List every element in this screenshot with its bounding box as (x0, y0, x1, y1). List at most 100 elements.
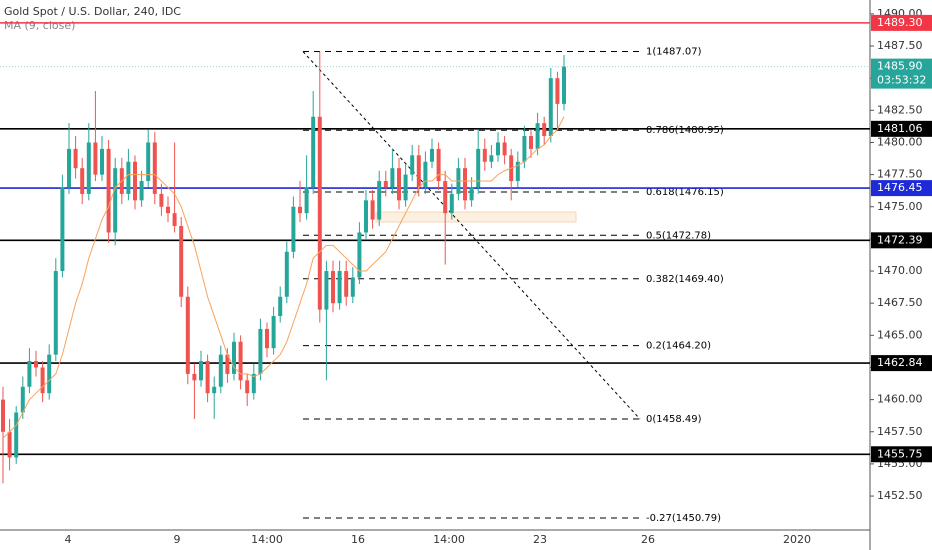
candle-body (14, 412, 19, 458)
candle-body (443, 181, 448, 214)
candle-body (291, 206, 296, 252)
y-tick-label: 1467.50 (877, 296, 923, 309)
price-level-tag (871, 120, 932, 137)
candle-body (179, 226, 184, 297)
x-tick-label: 14:00 (251, 533, 283, 546)
candle-body (383, 181, 388, 188)
candle-body (106, 148, 111, 233)
price-level-label: 1476.45 (877, 181, 923, 194)
y-tick-label: 1480.00 (877, 135, 923, 148)
y-tick-label: 1460.00 (877, 393, 923, 406)
candle-body (218, 354, 223, 387)
candle-body (225, 354, 230, 374)
candle-body (476, 148, 481, 188)
candle-body (430, 148, 434, 162)
price-level-tag (871, 355, 932, 372)
y-tick-label: 1487.50 (877, 39, 923, 52)
chart-title: Gold Spot / U.S. Dollar, 240, IDC (4, 5, 181, 18)
price-level-label: 1489.30 (877, 16, 923, 29)
candle-body (80, 168, 85, 194)
price-level-tag (871, 14, 932, 31)
price-level-tag (871, 446, 932, 463)
candle-body (522, 136, 527, 162)
y-tick-label: 1475.00 (877, 200, 923, 213)
candle-body (146, 142, 151, 182)
candle-body (53, 271, 58, 355)
candle-body (304, 187, 309, 214)
moving-average (2, 116, 565, 439)
candle-body (423, 161, 428, 188)
candle-body (7, 431, 12, 458)
y-tick-label: 1452.50 (877, 489, 923, 502)
candle-body (344, 271, 349, 297)
candle-body (410, 155, 415, 175)
indicator-label: MA (9, close) (4, 19, 75, 32)
candle-body (298, 206, 302, 214)
candle-body (159, 193, 164, 207)
fib-label: 0.618(1476.15) (646, 187, 724, 198)
candle-body (482, 148, 487, 162)
candle-body (205, 361, 210, 394)
candle-body (469, 187, 474, 201)
fib-trend (302, 51, 641, 420)
candle-body (60, 187, 65, 272)
fib-label: 0.382(1469.40) (646, 274, 724, 285)
candle-body (403, 174, 408, 201)
candle-body (271, 316, 276, 349)
candle-body (232, 341, 236, 374)
fib-label: -0.27(1450.79) (646, 513, 721, 524)
y-tick-label: 1470.00 (877, 264, 923, 277)
candle-body (238, 341, 243, 381)
price-level-tag (871, 232, 932, 249)
candle-body (199, 361, 203, 381)
candle-body (258, 328, 263, 374)
candle-body (67, 148, 71, 188)
candle-body (152, 142, 157, 194)
x-tick-label: 14:00 (433, 533, 465, 546)
candle-body (212, 386, 217, 394)
candle-body (489, 155, 494, 162)
x-tick-label: 9 (174, 533, 181, 546)
candle-body (166, 206, 170, 214)
candle-body (1, 399, 5, 432)
candle-body (133, 161, 137, 201)
fib-label: 0.2(1464.20) (646, 341, 711, 352)
candle-body (364, 200, 368, 233)
x-tick-label: 4 (65, 533, 72, 546)
candle-body (502, 142, 507, 156)
candle-body (126, 161, 131, 194)
y-tick-label: 1482.50 (877, 103, 923, 116)
candle-body (370, 200, 375, 220)
candle-body (529, 136, 533, 149)
candle-body (515, 161, 520, 182)
candle-body (278, 296, 283, 317)
candle-body (357, 232, 362, 278)
x-tick-label: 16 (351, 533, 365, 546)
fib-label: 0.5(1472.78) (646, 230, 711, 241)
candle-body (331, 271, 335, 304)
candle-body (463, 168, 467, 201)
candle-body (535, 123, 540, 149)
candle-body (311, 116, 316, 188)
candle-body (542, 123, 547, 137)
candle-body (27, 361, 32, 387)
candle-body (265, 328, 269, 349)
candle-body (47, 354, 52, 394)
candle-body (436, 148, 441, 182)
candle-body (317, 116, 322, 310)
candle-body (185, 296, 190, 374)
candle-body (40, 367, 45, 394)
candle-body (251, 373, 256, 394)
candle-body (20, 386, 25, 413)
price-level-tag (871, 180, 932, 197)
candle-body (86, 142, 91, 194)
candle-body (416, 155, 421, 188)
price-level-label: 1455.75 (877, 447, 923, 460)
last-price-tag (871, 58, 932, 89)
candle-body (377, 181, 382, 220)
candle-body (496, 142, 500, 156)
candle-body (390, 168, 395, 188)
candle-body (139, 181, 144, 201)
countdown-label: 03:53:32 (877, 74, 926, 87)
